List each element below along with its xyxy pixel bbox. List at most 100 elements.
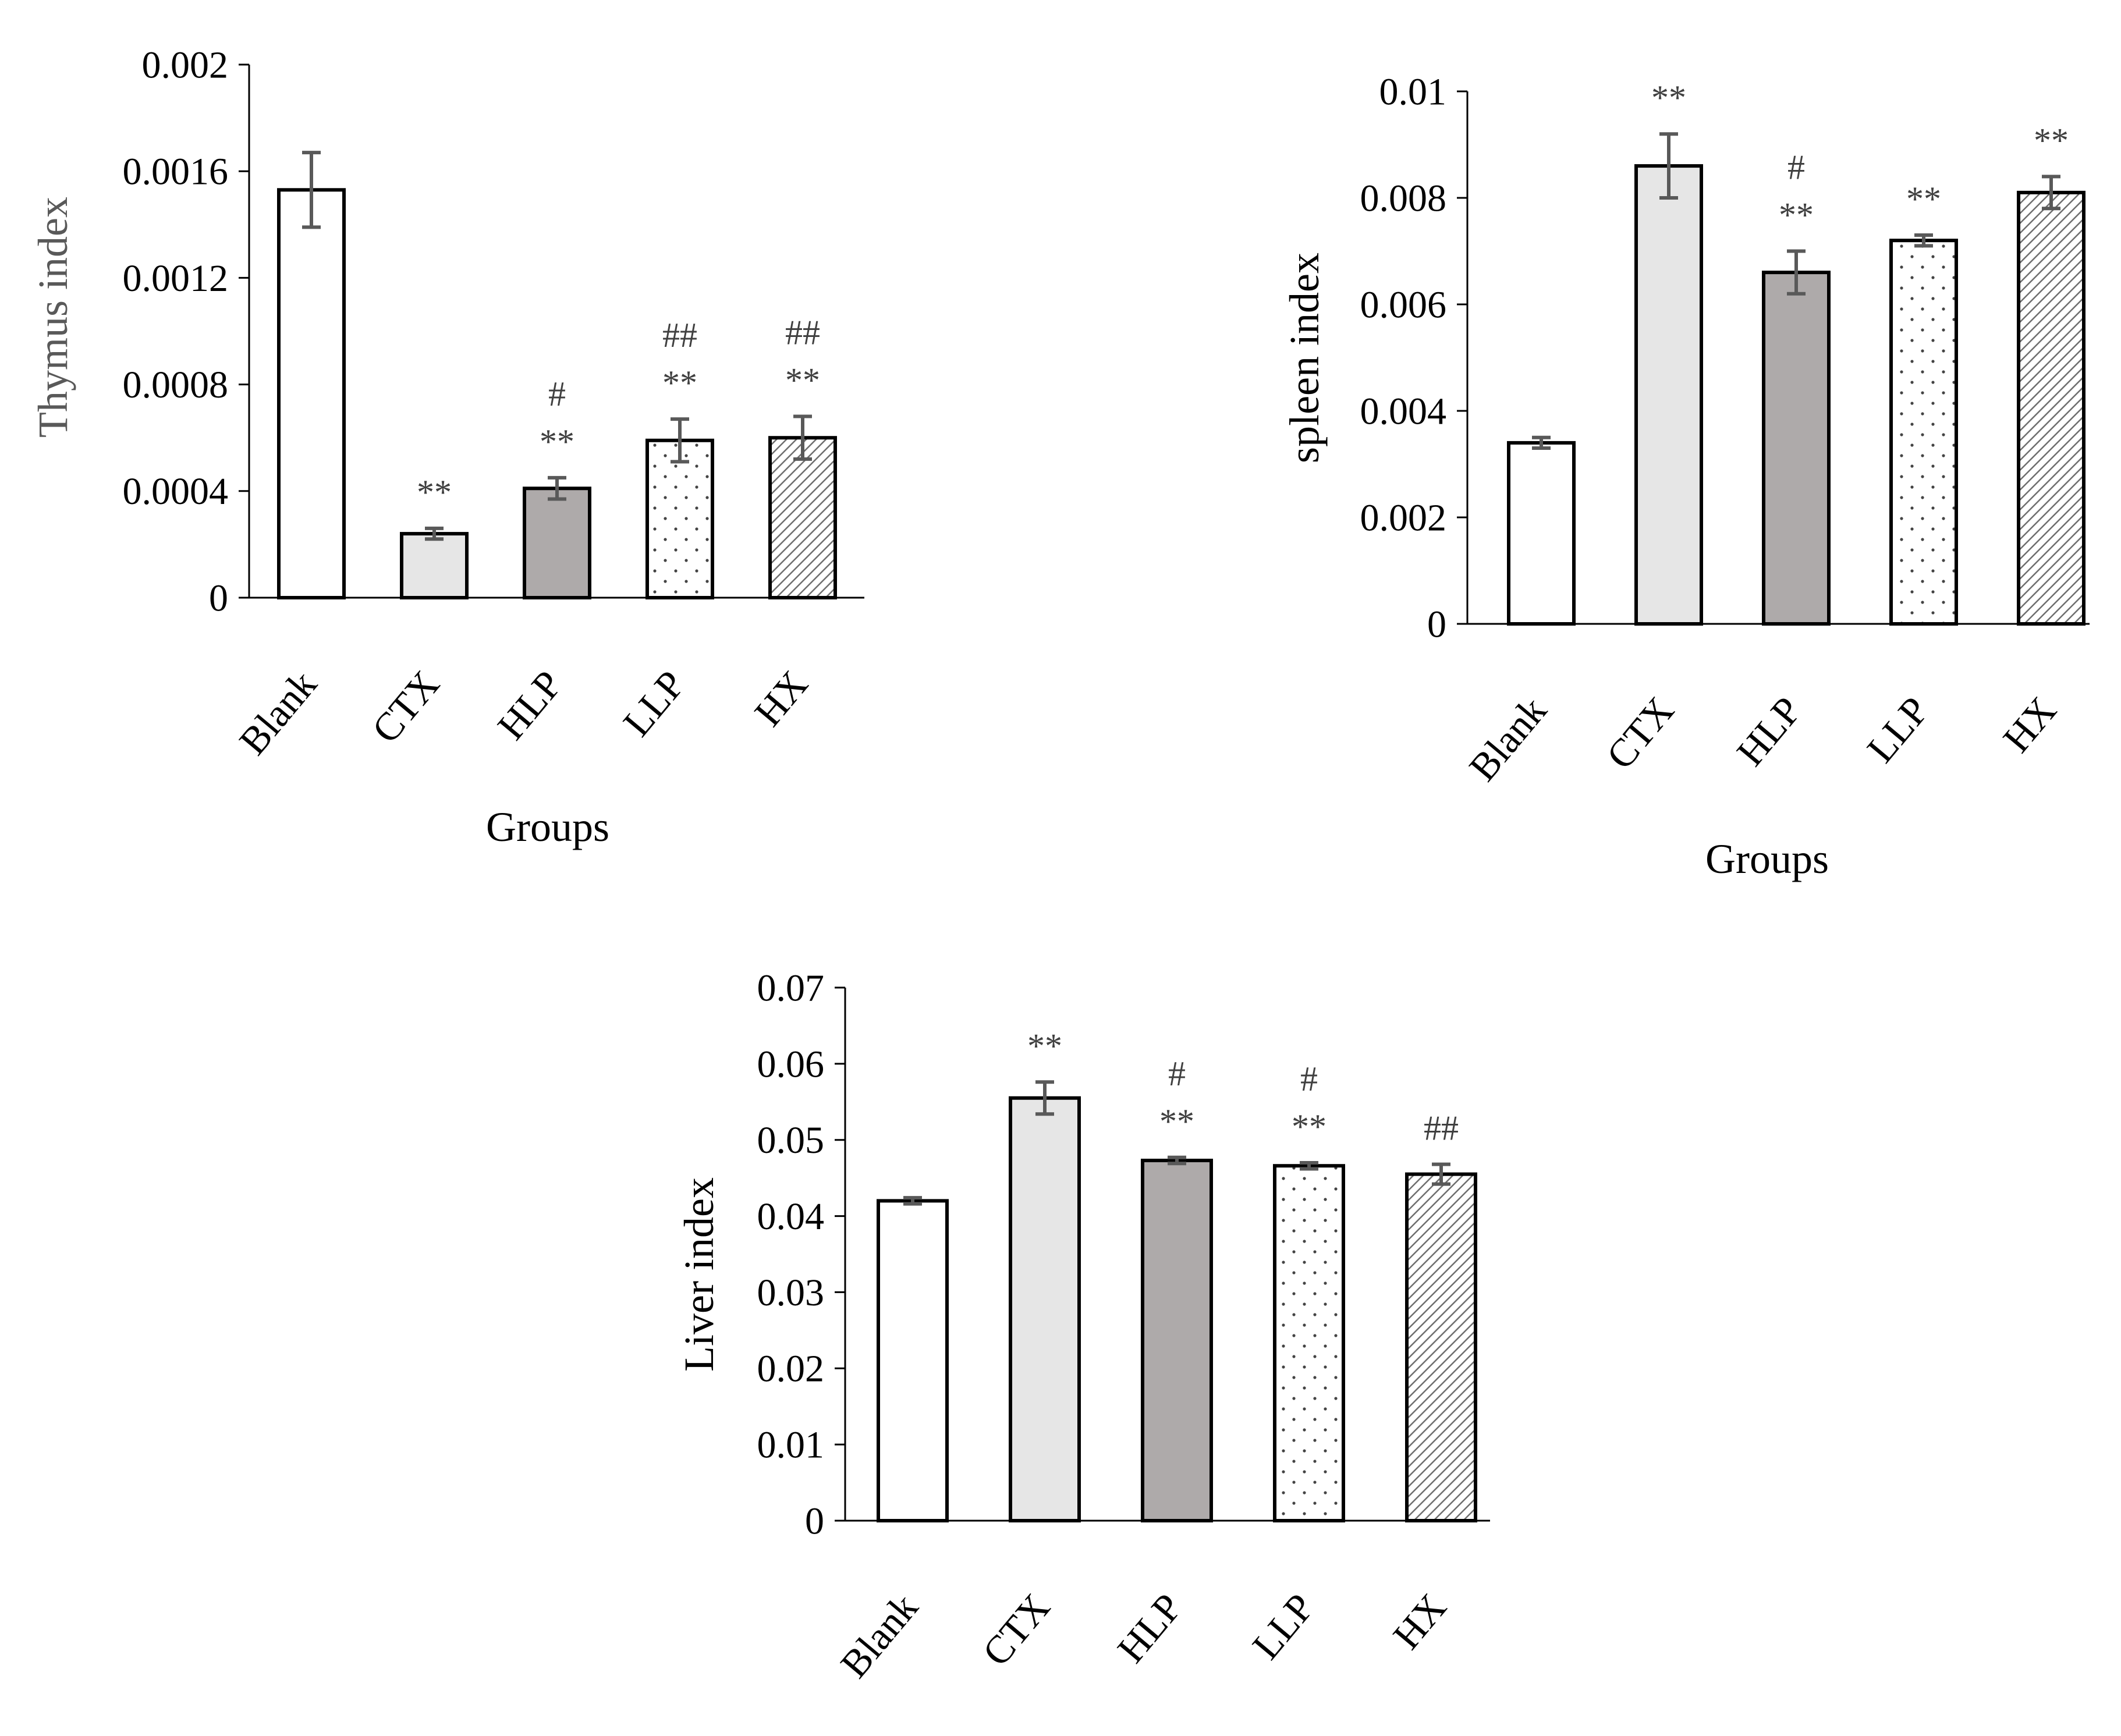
x-axis: Blank CTX HLP LLP HX <box>230 597 864 763</box>
x-axis-label: Groups <box>1705 836 1829 882</box>
bars-layer <box>1507 164 2085 626</box>
x-tick-label: CTX <box>1598 688 1683 778</box>
bar-llp <box>645 438 714 600</box>
x-tick-label: CTX <box>974 1585 1059 1674</box>
y-tick-label: 0.0004 <box>123 470 229 513</box>
significance-asterisks: ** <box>1651 79 1686 117</box>
error-bar-ctx <box>1659 132 1678 200</box>
x-tick-label: HLP <box>489 662 571 748</box>
y-axis: 0 0.0004 0.0008 0.0012 0.0016 0.002 <box>123 44 250 619</box>
significance-asterisks: ** <box>1779 196 1814 235</box>
significance-hash: # <box>1300 1060 1318 1098</box>
bar-hlp <box>1141 1159 1213 1522</box>
significance-asterisks: ** <box>540 423 574 461</box>
y-tick-label: 0 <box>209 577 228 619</box>
significance-asterisks: ** <box>1159 1102 1194 1141</box>
bar-llp <box>1273 1164 1345 1522</box>
error-bar-llp <box>1300 1160 1318 1171</box>
bar-blank <box>877 1199 949 1522</box>
significance-hash: ## <box>785 314 820 352</box>
significance-asterisks: ** <box>2034 121 2069 159</box>
x-tick-label: LLP <box>615 662 694 744</box>
y-tick-label: 0 <box>805 1500 824 1542</box>
y-tick-label: 0.05 <box>757 1119 825 1162</box>
error-bar-hlp <box>1787 249 1806 296</box>
bar-hlp <box>1762 271 1831 626</box>
y-tick-label: 0.004 <box>1360 390 1447 432</box>
chart-thymus: ****# **##**## 00.00040.00080.00120.00160… <box>30 44 864 850</box>
significance-hash: # <box>1168 1055 1186 1093</box>
bar-blank <box>1507 441 1576 626</box>
bar-hx <box>768 436 837 599</box>
significance-asterisks: ** <box>662 364 697 402</box>
significance-hash: ## <box>662 316 697 354</box>
annotations-layer: ****#**### <box>1027 1027 1459 1147</box>
annotations-layer: ** ** # ** ## ** ## <box>417 314 820 512</box>
error-bar-hx <box>1432 1162 1450 1186</box>
y-tick-label: 0.0012 <box>123 257 229 300</box>
error-bar-blank <box>1532 435 1551 450</box>
y-tick-label: 0.002 <box>142 44 229 86</box>
x-tick-label: Blank <box>230 662 325 763</box>
y-tick-label: 0.0008 <box>123 364 229 406</box>
significance-hash: # <box>548 375 566 413</box>
bar-hlp <box>523 487 591 599</box>
error-bar-hlp <box>548 475 566 501</box>
y-tick-label: 0.01 <box>1379 70 1447 113</box>
y-tick-label: 0.006 <box>1360 283 1447 326</box>
y-axis: 0 0.01 0.02 0.03 0.04 0.05 0.06 0.07 <box>757 967 846 1542</box>
error-bar-blank <box>903 1196 922 1206</box>
x-tick-label: CTX <box>363 662 448 751</box>
y-tick-label: 0.04 <box>757 1195 825 1238</box>
y-tick-label: 0.002 <box>1360 496 1447 539</box>
bar-hx <box>2017 190 2085 626</box>
significance-hash: ## <box>1424 1109 1459 1148</box>
bars-layer <box>877 1096 1477 1522</box>
significance-asterisks: ** <box>1292 1107 1326 1146</box>
x-axis: Blank CTX HLP LLP HX <box>1460 623 2090 789</box>
x-tick-label: HX <box>746 662 816 734</box>
y-tick-label: 0.03 <box>757 1272 825 1314</box>
error-bar-llp <box>671 417 689 464</box>
significance-asterisks: ** <box>785 361 820 400</box>
x-tick-label: HX <box>1994 688 2065 761</box>
x-tick-label: LLP <box>1858 688 1938 771</box>
x-tick-label: Blank <box>1460 688 1555 789</box>
y-tick-label: 0.07 <box>757 967 825 1009</box>
x-axis-label: Groups <box>486 804 609 850</box>
bar-ctx <box>1634 164 1703 626</box>
bar-hx <box>1405 1172 1477 1522</box>
x-tick-label: HLP <box>1728 688 1810 774</box>
y-tick-label: 0.06 <box>757 1043 825 1085</box>
bar-ctx <box>1009 1096 1081 1522</box>
y-tick-label: 0.0016 <box>123 151 229 193</box>
y-axis-label: Thymus index <box>30 197 76 438</box>
y-tick-label: 0.01 <box>757 1424 825 1467</box>
error-bar-blank <box>302 151 321 229</box>
annotations-layer: ** ** # ** ** <box>1651 79 2069 234</box>
significance-hash: # <box>1787 148 1805 187</box>
error-bar-hx <box>2042 175 2060 211</box>
bar-llp <box>1889 239 1958 626</box>
y-axis: 0 0.002 0.004 0.006 0.008 0.01 <box>1360 70 1469 645</box>
error-bar-hx <box>793 414 812 461</box>
x-tick-label: HX <box>1384 1585 1455 1657</box>
y-tick-label: 0 <box>1427 603 1446 645</box>
x-tick-label: LLP <box>1244 1585 1323 1667</box>
error-bar-llp <box>1914 233 1933 248</box>
errorbars-layer <box>302 151 812 541</box>
y-tick-label: 0.02 <box>757 1348 825 1390</box>
x-tick-label: Blank <box>832 1585 927 1686</box>
bar-blank <box>277 188 346 599</box>
x-axis: Blank CTX HLP LLP HX <box>832 1520 1490 1686</box>
bar-ctx <box>400 532 469 600</box>
chart-spleen: ** ** # ** ** 0 0.002 0.004 0.006 0.008 0.01 Blan… <box>1281 70 2090 882</box>
x-tick-label: HLP <box>1109 1585 1191 1671</box>
significance-asterisks: ** <box>1027 1027 1062 1065</box>
significance-asterisks: ** <box>1906 180 1941 218</box>
error-bar-hlp <box>1168 1155 1186 1166</box>
error-bar-ctx <box>425 526 444 541</box>
errorbars-layer <box>1532 132 2060 450</box>
error-bar-ctx <box>1035 1080 1054 1116</box>
